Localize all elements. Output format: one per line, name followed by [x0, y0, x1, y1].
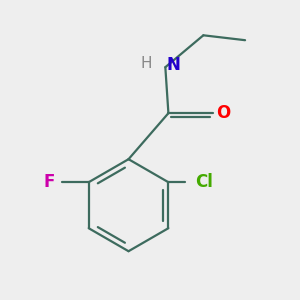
- Text: O: O: [216, 104, 230, 122]
- Text: N: N: [167, 56, 180, 74]
- Text: H: H: [140, 56, 152, 71]
- Text: Cl: Cl: [195, 173, 213, 191]
- Text: F: F: [44, 173, 55, 191]
